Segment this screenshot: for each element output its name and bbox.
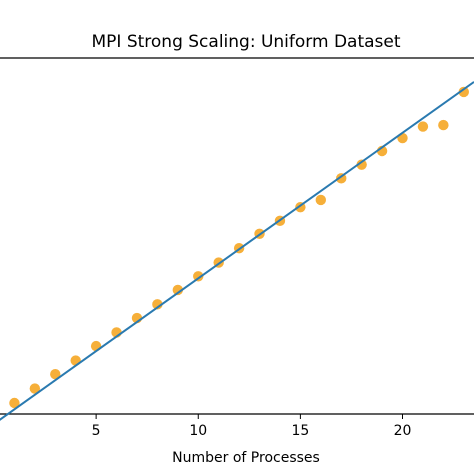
data-marks [0,81,474,421]
scatter-point [50,369,61,380]
scatter-point [29,383,41,394]
scatter-point [458,86,469,98]
x-axis-label: Number of Processes [172,450,320,466]
scatter-point [90,340,102,352]
scatter-point [438,119,449,131]
scatter-point [315,194,327,206]
x-tick-label: 5 [92,423,101,439]
x-axis-ticks: 5 10 15 20 [92,414,412,439]
x-tick-label: 15 [291,423,309,439]
scatter-point [193,271,204,282]
scatter-point [152,299,163,310]
scatter-point [356,159,367,170]
x-tick-label: 10 [189,423,207,439]
plot-area: 5 10 15 20 [0,57,474,439]
fit-line-overlay [0,81,474,421]
scatter-point [172,284,184,296]
scatter-point [9,397,20,409]
scatter-point [417,121,429,132]
x-tick-label: 20 [394,423,412,439]
chart-title: MPI Strong Scaling: Uniform Dataset [91,32,400,52]
